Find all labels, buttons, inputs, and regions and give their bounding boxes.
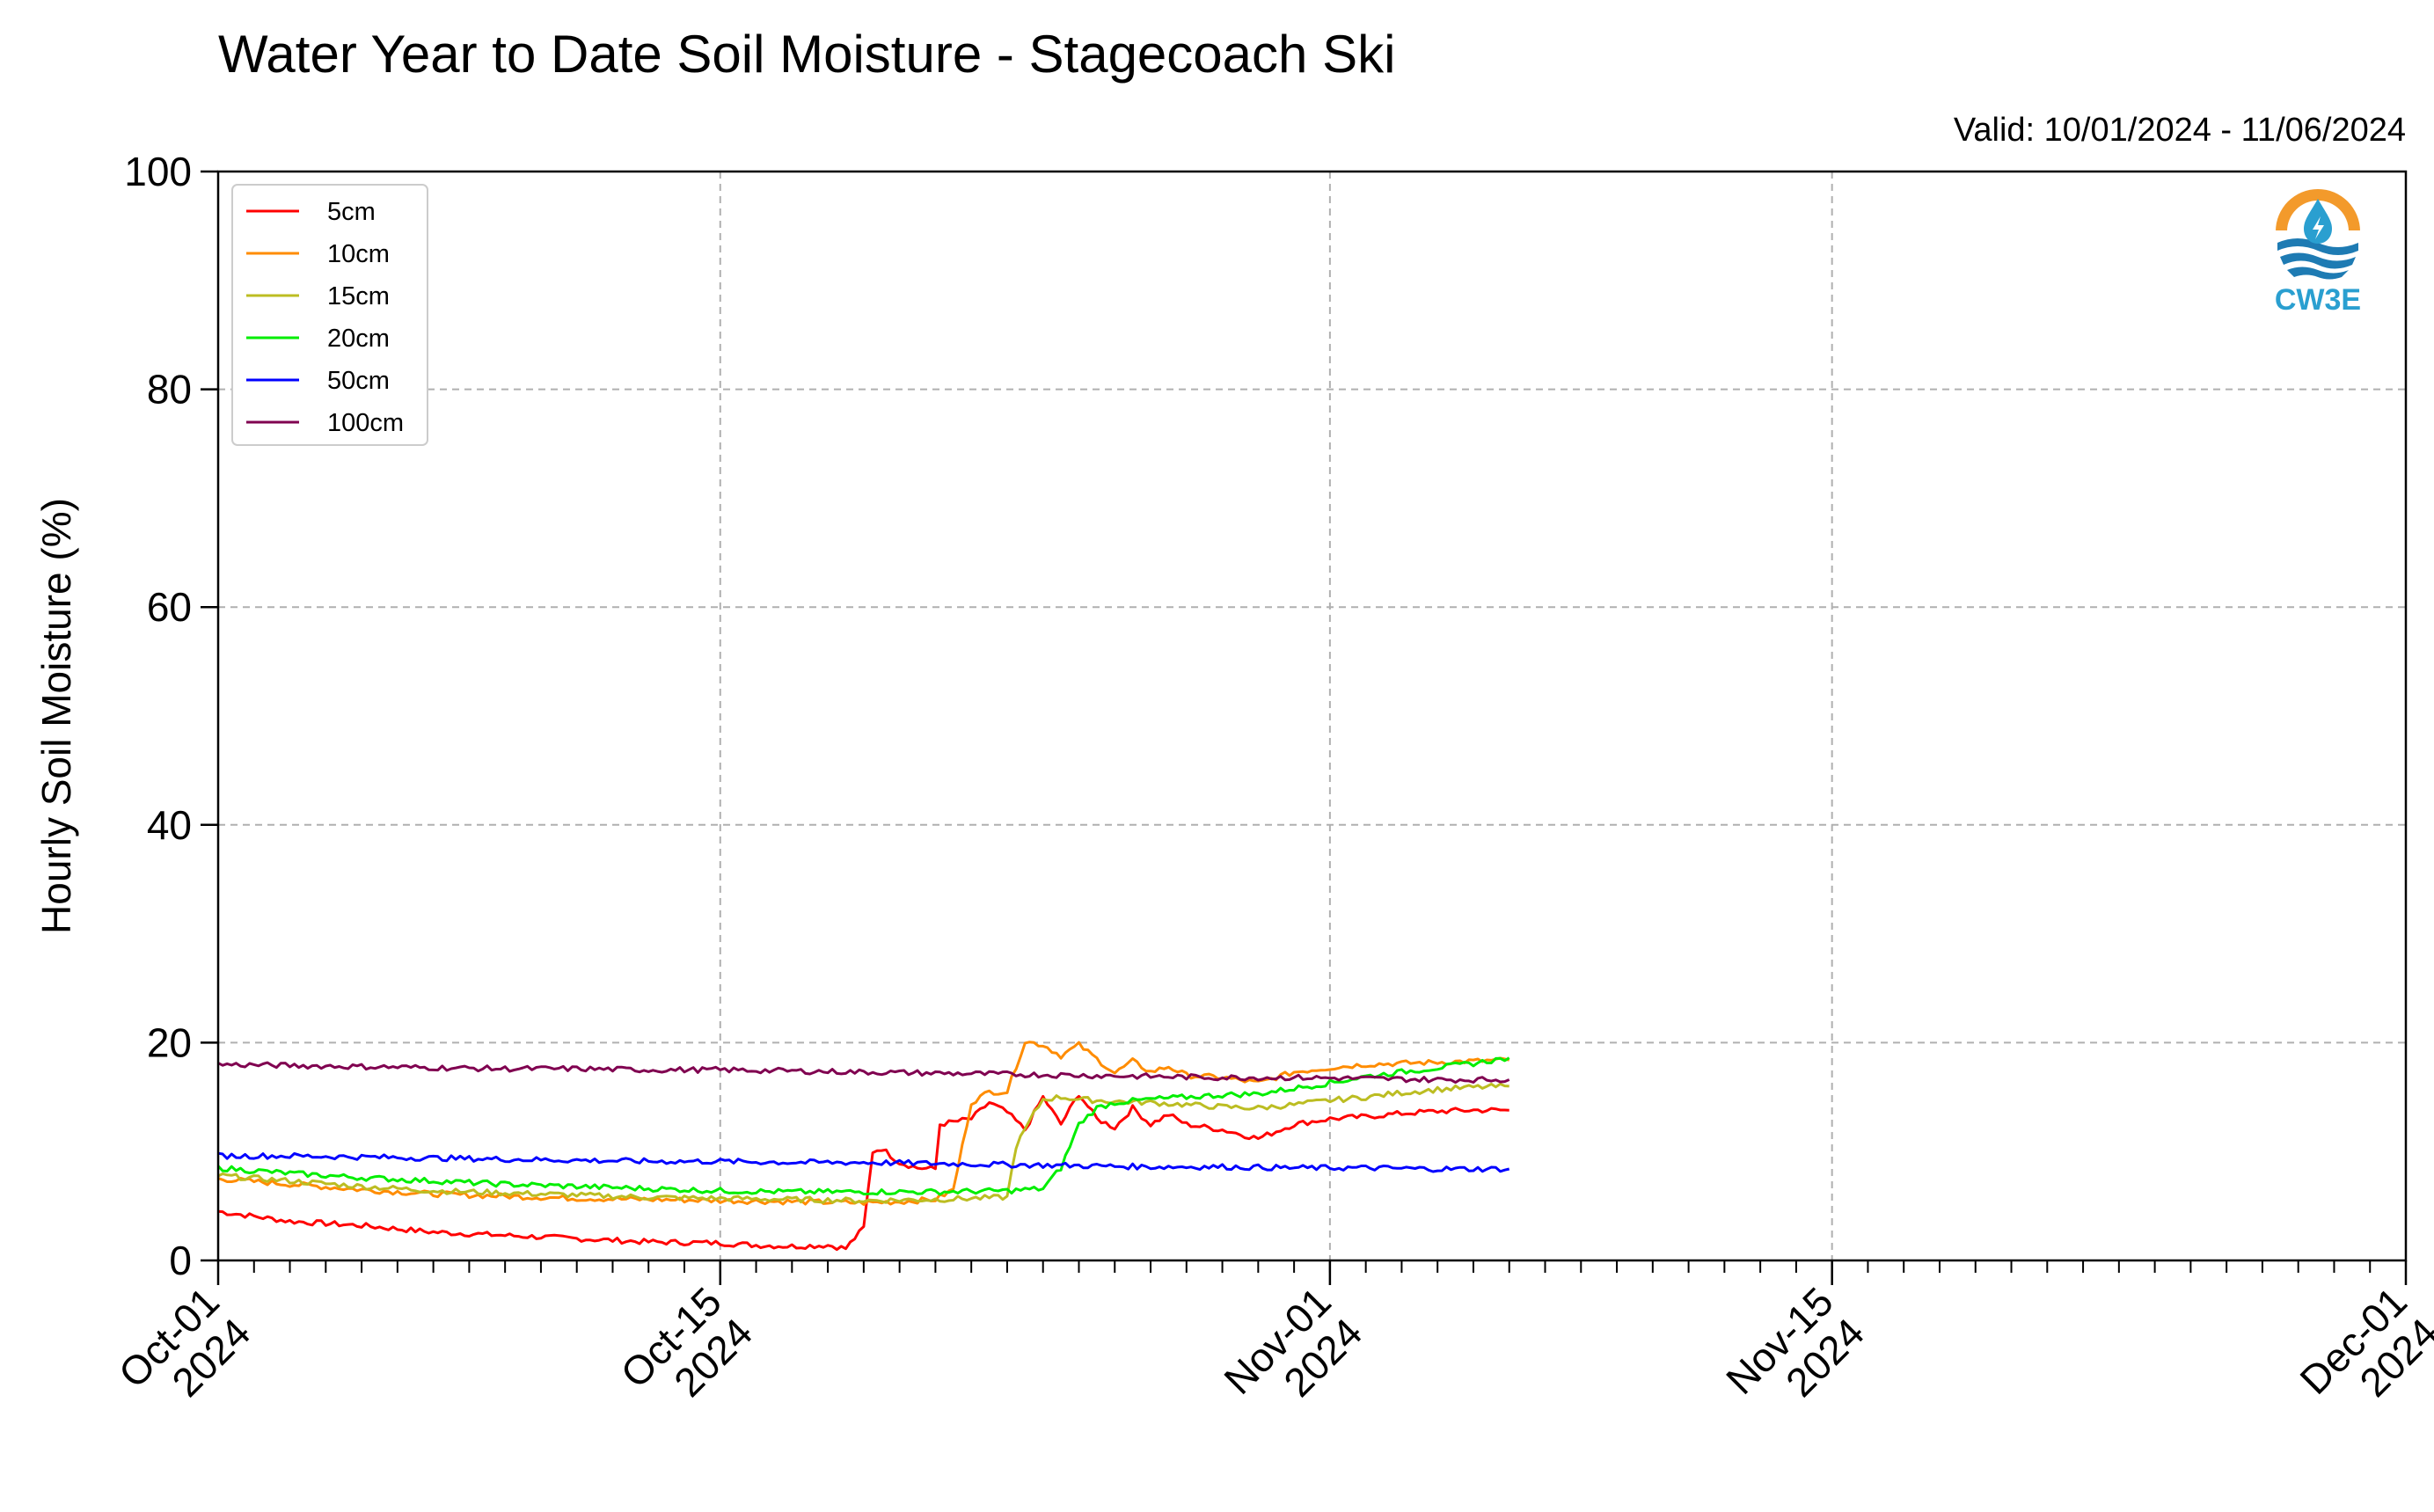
y-tick-label: 20 xyxy=(147,1019,192,1065)
legend-label-50cm: 50cm xyxy=(327,367,390,395)
series-line-100cm xyxy=(217,1061,1510,1085)
y-tick-label: 0 xyxy=(169,1238,192,1283)
y-tick-label: 80 xyxy=(147,367,192,413)
series-line-50cm xyxy=(217,1151,1510,1173)
legend: 5cm 10cm 15cm 20cm 50cm 100cm xyxy=(231,184,428,446)
cw3e-water-drop-icon xyxy=(2272,189,2364,280)
logo-text: CW3E xyxy=(2275,283,2361,317)
y-tick-label: 60 xyxy=(147,584,192,630)
legend-label-10cm: 10cm xyxy=(327,240,390,268)
y-axis-label: Hourly Soil Moisture (%) xyxy=(33,498,79,934)
y-tick-label: 40 xyxy=(147,802,192,848)
y-tick-label: 100 xyxy=(124,149,192,194)
series-line-10cm xyxy=(217,1041,1510,1206)
legend-label-15cm: 15cm xyxy=(327,282,390,310)
y-axis: 0 20 40 60 80 100 xyxy=(124,149,218,1283)
series-line-5cm xyxy=(217,1094,1509,1252)
series-line-15cm xyxy=(217,1082,1509,1204)
series-lines xyxy=(216,1041,1510,1252)
cw3e-logo: CW3E xyxy=(2272,189,2364,317)
chart-subtitle: Valid: 10/01/2024 - 11/06/2024 xyxy=(1954,112,2406,149)
legend-label-20cm: 20cm xyxy=(327,325,390,353)
legend-label-5cm: 5cm xyxy=(327,198,376,226)
series-line-20cm xyxy=(216,1056,1510,1196)
chart-title: Water Year to Date Soil Moisture - Stage… xyxy=(218,25,1395,84)
plot-frame xyxy=(216,170,2408,1262)
legend-label-100cm: 100cm xyxy=(327,409,404,437)
